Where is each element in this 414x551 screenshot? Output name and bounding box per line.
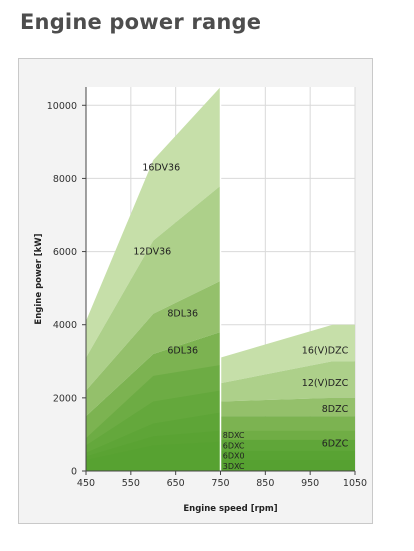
y-tick-label: 2000 (53, 393, 77, 404)
y-tick-label: 6000 (53, 247, 77, 258)
inner-band (86, 412, 221, 471)
x-tick-label: 550 (122, 478, 140, 489)
label-6dzc: 6DZC (322, 439, 349, 450)
label-3dxc: 3DXC (223, 462, 245, 471)
series-areas (86, 87, 355, 471)
area-12-v-dzc (220, 361, 355, 402)
y-tick-label: 8000 (53, 174, 77, 185)
x-tick-label: 650 (167, 478, 185, 489)
inner-band (86, 364, 221, 471)
label-16-v-dzc: 16(V)DZC (302, 345, 349, 356)
label-8dzc: 8DZC (322, 404, 349, 415)
label-6dx0: 6DX0 (223, 452, 245, 461)
area-16dv36 (86, 87, 221, 358)
y-axis-label: Engine power [kW] (34, 233, 44, 324)
x-tick-label: 450 (77, 478, 95, 489)
power-range-chart: 450 550 650 750 850 950 1050 0 2000 4000 6000 8000 1… (34, 87, 367, 514)
area-6dl36 (86, 332, 221, 471)
axes: 450 550 650 750 850 950 1050 0 2000 4000 6000 8000 1… (47, 87, 367, 489)
x-tick-label: 750 (211, 478, 229, 489)
area-12dv36 (86, 185, 221, 391)
area-16-v-dzc (220, 324, 355, 384)
label-16dv36: 16DV36 (142, 162, 180, 173)
area-3dxc (220, 460, 355, 471)
inner-band (86, 430, 221, 471)
y-tick-label: 4000 (53, 320, 77, 331)
page-title: Engine power range (20, 10, 262, 34)
y-tick-label: 10000 (47, 101, 77, 112)
y-tick-label: 0 (71, 467, 77, 478)
inner-band (86, 441, 221, 471)
x-tick-label: 1050 (343, 478, 367, 489)
area-8dzc (220, 397, 355, 417)
x-tick-label: 950 (301, 478, 319, 489)
series-labels: 16DV36 12DV36 8DL36 6DL36 16(V)DZC 12(V)DZC 8D… (133, 162, 348, 471)
label-12dv36: 12DV36 (133, 247, 171, 258)
label-8dl36: 8DL36 (167, 309, 198, 320)
label-6dl36: 6DL36 (167, 345, 198, 356)
x-axis-label: Engine speed [rpm] (183, 504, 277, 514)
inner-band (86, 390, 221, 471)
chart-panel: 450 550 650 750 850 950 1050 0 2000 4000 6000 8000 1… (18, 58, 373, 524)
area-8dl36 (86, 280, 221, 417)
label-8dxc: 8DXC (223, 431, 245, 440)
label-12-v-dzc: 12(V)DZC (302, 378, 349, 389)
label-6dxc: 6DXC (223, 441, 245, 450)
x-tick-label: 850 (256, 478, 274, 489)
